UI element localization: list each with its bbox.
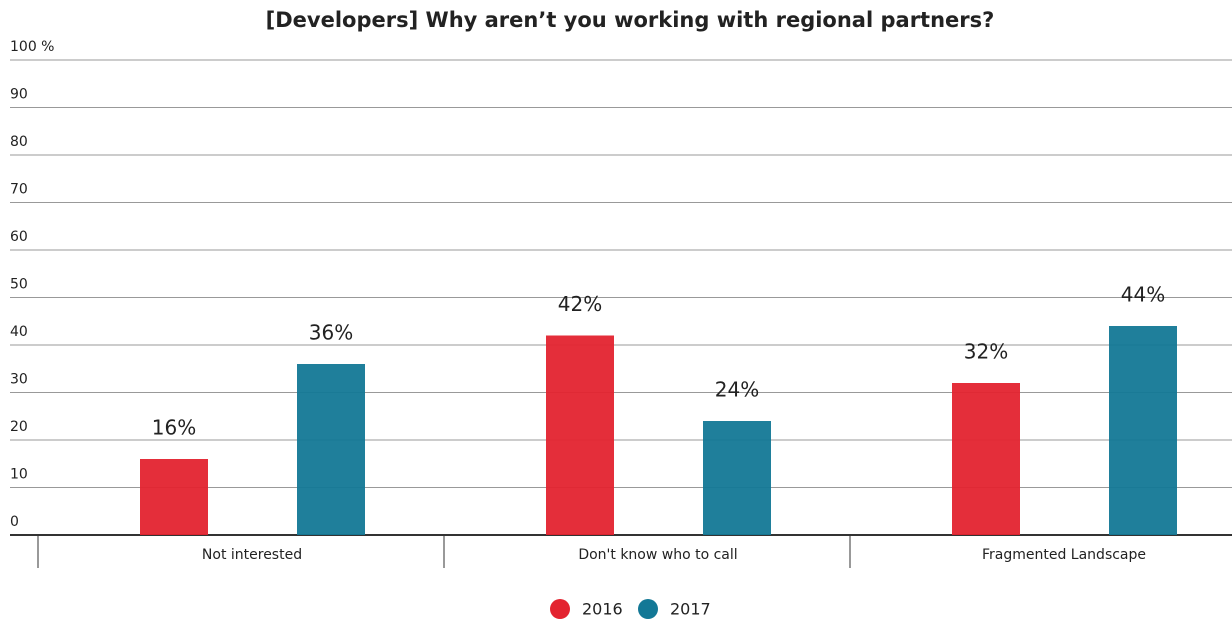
legend-label: 2016: [582, 600, 623, 619]
bar: [140, 459, 208, 535]
value-label: 24%: [715, 378, 759, 402]
y-tick-label: 90: [10, 87, 28, 103]
bar: [297, 364, 365, 535]
y-tick-label: 80: [10, 134, 28, 150]
value-label: 16%: [152, 416, 196, 440]
y-tick-label: 20: [10, 419, 28, 435]
y-tick-label: 0: [10, 514, 19, 530]
legend-swatch: [550, 599, 570, 619]
chart-title: [Developers] Why aren’t you working with…: [266, 8, 995, 32]
bar: [703, 421, 771, 535]
legend-swatch: [638, 599, 658, 619]
x-tick-label: Don't know who to call: [578, 547, 737, 563]
y-tick-label: 50: [10, 277, 28, 293]
value-label: 36%: [309, 321, 353, 345]
y-tick-label: 40: [10, 324, 28, 340]
value-label: 44%: [1121, 283, 1165, 307]
y-tick-label: 60: [10, 229, 28, 245]
y-tick-label: 100 %: [10, 39, 54, 55]
bar: [952, 383, 1020, 535]
legend-label: 2017: [670, 600, 711, 619]
bar: [546, 335, 614, 535]
x-tick-label: Fragmented Landscape: [982, 547, 1146, 563]
y-tick-label: 30: [10, 372, 28, 388]
value-label: 42%: [558, 292, 602, 316]
value-label: 32%: [964, 340, 1008, 364]
x-tick-label: Not interested: [202, 547, 302, 563]
bar: [1109, 326, 1177, 535]
y-tick-label: 70: [10, 182, 28, 198]
y-tick-label: 10: [10, 467, 28, 483]
